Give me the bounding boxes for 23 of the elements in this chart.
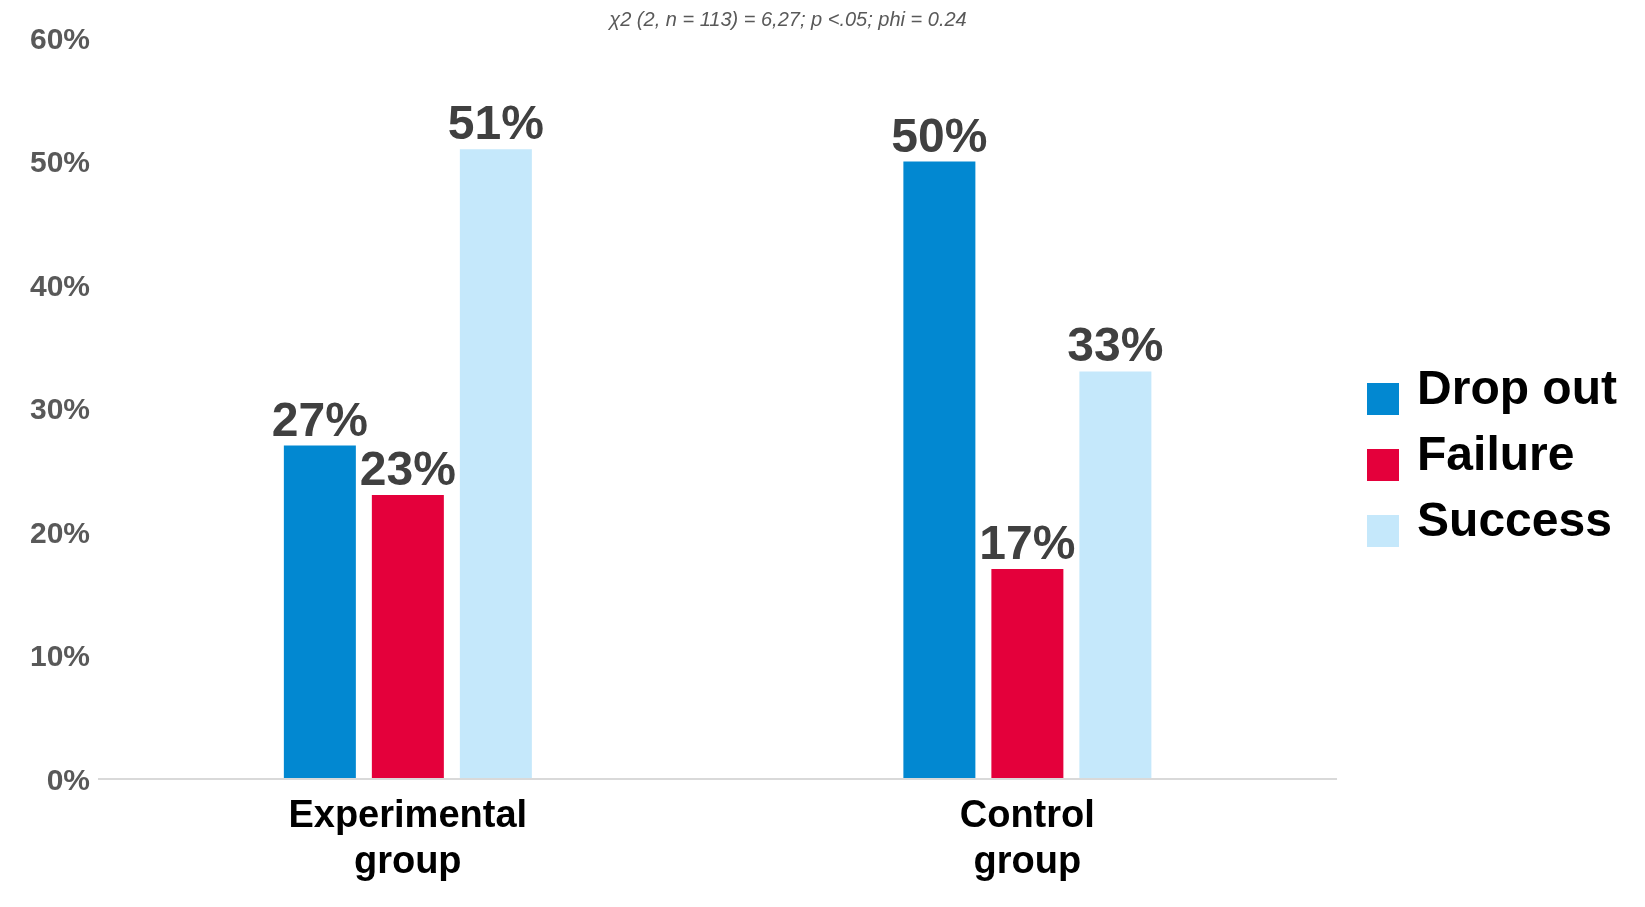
x-tick-label: Control group <box>959 793 1095 881</box>
chart-subtitle: χ2 (2, n = 113) = 6,27; p <.05; phi = 0.24 <box>609 8 967 30</box>
bar <box>991 569 1064 779</box>
legend-label: Success <box>1417 492 1612 546</box>
bar <box>903 161 976 779</box>
legend-label: Failure <box>1417 426 1575 480</box>
bar <box>371 494 444 779</box>
legend-label: Drop out <box>1417 360 1617 414</box>
bar <box>459 149 532 779</box>
data-label: 50% <box>891 108 988 162</box>
y-tick-label: 0% <box>46 762 90 796</box>
y-tick-label: 60% <box>29 21 90 55</box>
data-label: 33% <box>1067 318 1164 372</box>
bar <box>1079 371 1152 779</box>
bar <box>283 445 356 779</box>
y-tick-label: 20% <box>29 515 90 549</box>
x-tick-label: Experimental group <box>288 793 528 881</box>
data-label: 17% <box>979 516 1076 570</box>
y-tick-label: 30% <box>29 392 90 426</box>
data-label: 51% <box>447 96 544 150</box>
y-tick-label: 40% <box>29 268 90 302</box>
y-tick-label: 10% <box>29 639 90 673</box>
y-tick-label: 50% <box>29 145 90 179</box>
